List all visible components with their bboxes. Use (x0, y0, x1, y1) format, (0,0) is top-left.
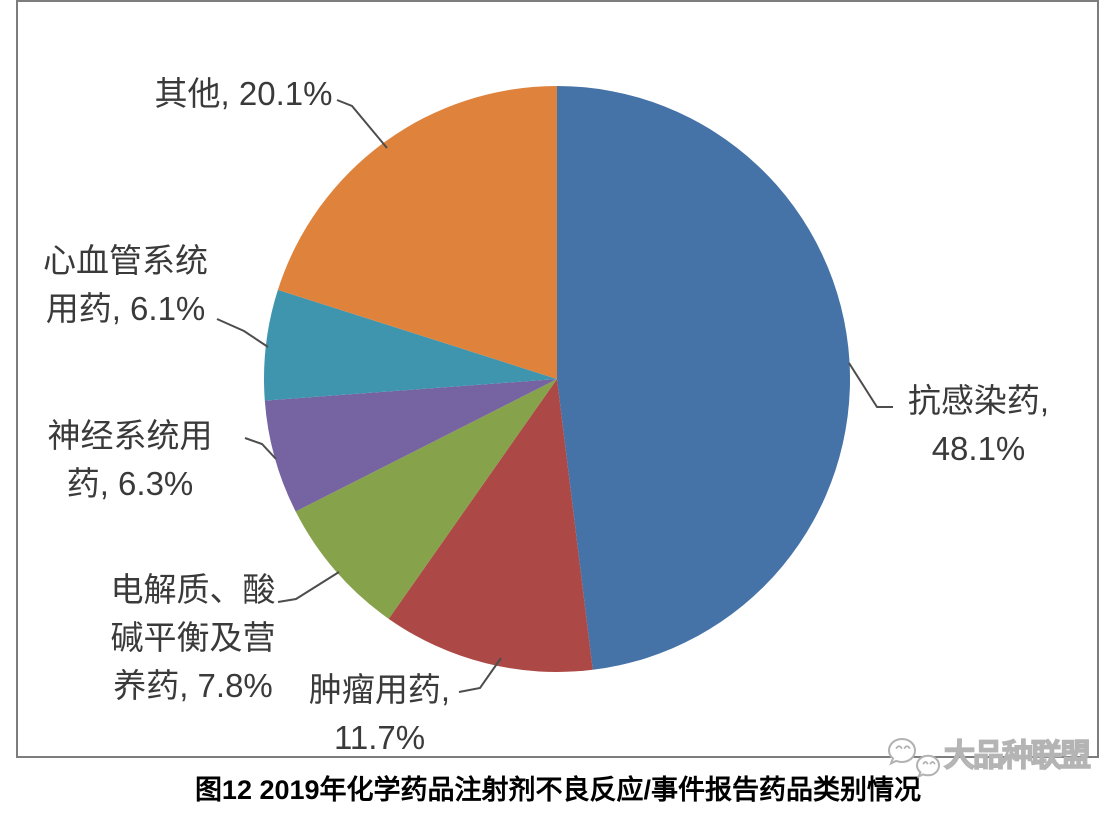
pie-slice-2 (295, 379, 557, 619)
slice-label-other: 其他, 20.1% (154, 75, 333, 112)
leader-line-antiinfective (848, 362, 893, 408)
leader-line-electrolyte (277, 571, 340, 603)
slice-label-cardiovascular: 心血管系统 用药, 6.1% (43, 242, 208, 327)
slice-label-electrolyte: 电解质、酸 碱平衡及营 养药, 7.8% (110, 571, 276, 704)
watermark-label: 大品种联盟 (943, 737, 1091, 773)
figure-caption: 图12 2019年化学药品注射剂不良反应/事件报告药品类别情况 (194, 775, 922, 805)
wechat-chat-bubbles-icon (888, 738, 940, 779)
leader-line-tumor (458, 657, 502, 693)
slice-label-nervous: 神经系统用 药, 6.3% (47, 417, 213, 502)
slice-label-tumor: 肿瘤用药, 11.7% (308, 671, 451, 756)
leader-lines-group (216, 99, 893, 693)
leader-line-nervous (244, 437, 277, 460)
pie-slice-5 (277, 86, 557, 379)
pie-slice-0 (557, 86, 851, 670)
pie-slice-4 (264, 289, 557, 401)
pie-slice-1 (388, 379, 593, 673)
leader-line-cardiovascular (216, 318, 269, 348)
watermark: 大品种联盟 (888, 726, 1098, 790)
leader-line-other (336, 99, 388, 149)
pie-slice-3 (264, 379, 557, 512)
pie-slices-group (264, 86, 851, 673)
slice-label-antiinfective: 抗感染药, 48.1% (907, 382, 1050, 467)
